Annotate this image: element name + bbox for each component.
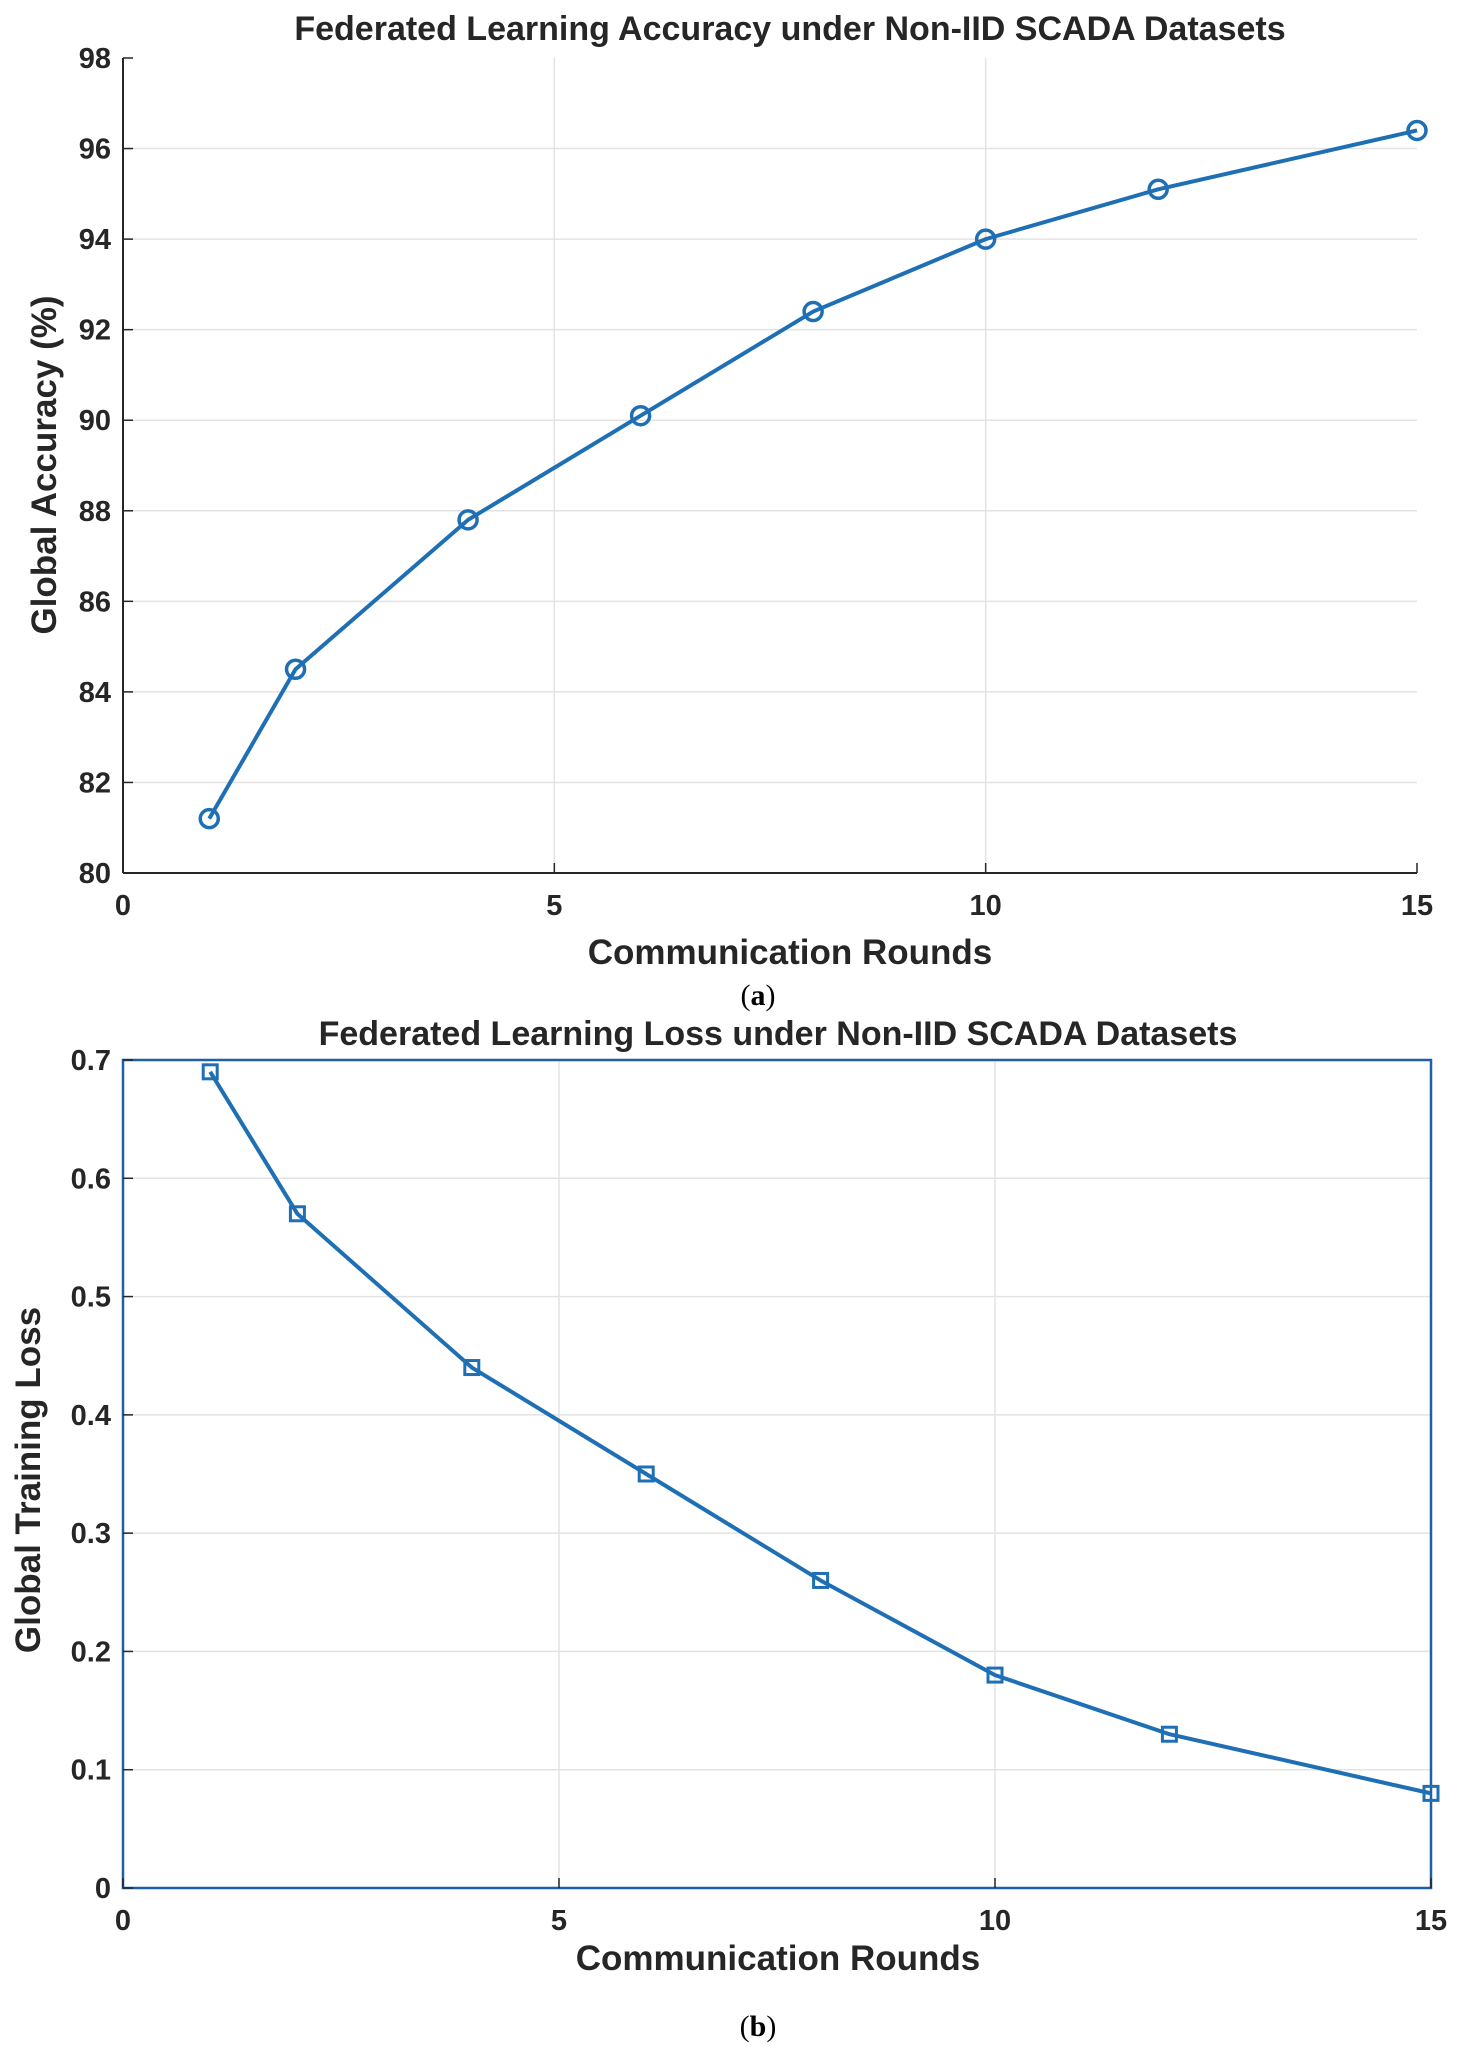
y-tick-label: 82 bbox=[79, 767, 111, 799]
data-point-marker bbox=[1147, 178, 1169, 201]
data-point-marker bbox=[812, 1571, 830, 1589]
y-axis-label: Global Training Loss bbox=[9, 1307, 48, 1653]
data-point-marker bbox=[986, 1666, 1004, 1684]
y-tick-label: 90 bbox=[79, 405, 111, 437]
grid-lines bbox=[123, 1060, 1431, 1888]
x-tick-label: 5 bbox=[551, 1905, 567, 1937]
y-tick-label: 0.7 bbox=[71, 1045, 111, 1077]
y-tick-labels: 80 82 84 86 88 90 92 94 96 98 bbox=[79, 43, 111, 890]
panel-caption: (a) bbox=[741, 979, 776, 1012]
data-point-marker bbox=[198, 807, 221, 830]
y-tick-label: 96 bbox=[79, 134, 111, 166]
y-tick-label: 80 bbox=[79, 858, 111, 890]
data-point-marker bbox=[1406, 119, 1428, 142]
y-axis-label: Global Accuracy (%) bbox=[25, 295, 64, 634]
data-point-marker bbox=[974, 228, 997, 250]
x-tick-label: 5 bbox=[546, 890, 562, 922]
axes bbox=[122, 57, 1418, 874]
x-tick-label: 10 bbox=[970, 890, 1002, 922]
series-line bbox=[208, 1070, 1432, 1796]
panel-caption: (b) bbox=[740, 2010, 777, 2043]
x-axis-label: Communication Rounds bbox=[588, 933, 992, 972]
series-line bbox=[207, 128, 1418, 820]
y-tick-label: 0.3 bbox=[71, 1518, 111, 1550]
y-tick-label: 0.5 bbox=[71, 1282, 111, 1314]
x-tick-label: 0 bbox=[115, 1905, 131, 1937]
data-point-marker bbox=[629, 404, 652, 427]
x-tick-label: 15 bbox=[1415, 1905, 1447, 1937]
data-series bbox=[201, 1063, 1440, 1802]
data-point-marker bbox=[802, 300, 824, 323]
data-point-marker bbox=[284, 658, 307, 680]
accuracy-chart: Federated Learning Accuracy under Non-II… bbox=[25, 10, 1433, 1012]
x-tick-label: 10 bbox=[979, 1905, 1011, 1937]
y-tick-label: 0.4 bbox=[71, 1400, 111, 1432]
y-tick-label: 0.6 bbox=[71, 1163, 111, 1195]
data-point-marker bbox=[288, 1205, 306, 1223]
y-tick-label: 92 bbox=[79, 315, 111, 347]
data-series bbox=[198, 119, 1428, 830]
y-tick-label: 0.1 bbox=[71, 1755, 111, 1787]
loss-chart: Federated Learning Loss under Non-IID SC… bbox=[9, 1015, 1447, 2043]
data-point-marker bbox=[457, 509, 479, 531]
x-axis-label: Communication Rounds bbox=[576, 1939, 980, 1978]
data-point-marker bbox=[637, 1465, 655, 1483]
grid-lines bbox=[123, 58, 1417, 873]
x-tick-label: 15 bbox=[1401, 890, 1433, 922]
data-point-marker bbox=[1160, 1725, 1178, 1743]
x-tick-labels: 0 5 10 15 bbox=[115, 890, 1433, 922]
y-tick-labels: 0 0.1 0.2 0.3 0.4 0.5 0.6 0.7 bbox=[71, 1045, 111, 1905]
chart-title: Federated Learning Accuracy under Non-II… bbox=[294, 10, 1285, 48]
y-tick-label: 84 bbox=[79, 677, 111, 709]
x-tick-label: 0 bbox=[115, 890, 131, 922]
y-tick-label: 98 bbox=[79, 43, 111, 75]
data-point-marker bbox=[201, 1063, 219, 1081]
y-tick-label: 94 bbox=[79, 224, 111, 256]
axes bbox=[121, 1058, 1433, 1890]
x-tick-labels: 0 5 10 15 bbox=[115, 1905, 1447, 1937]
y-tick-label: 86 bbox=[79, 586, 111, 618]
y-tick-label: 0.2 bbox=[71, 1636, 111, 1668]
chart-title: Federated Learning Loss under Non-IID SC… bbox=[319, 1015, 1238, 1053]
data-point-marker bbox=[463, 1359, 481, 1377]
axes-box bbox=[121, 1058, 1433, 1890]
y-tick-label: 88 bbox=[79, 496, 111, 528]
y-tick-label: 0 bbox=[95, 1873, 111, 1905]
data-point-marker bbox=[1422, 1784, 1440, 1802]
